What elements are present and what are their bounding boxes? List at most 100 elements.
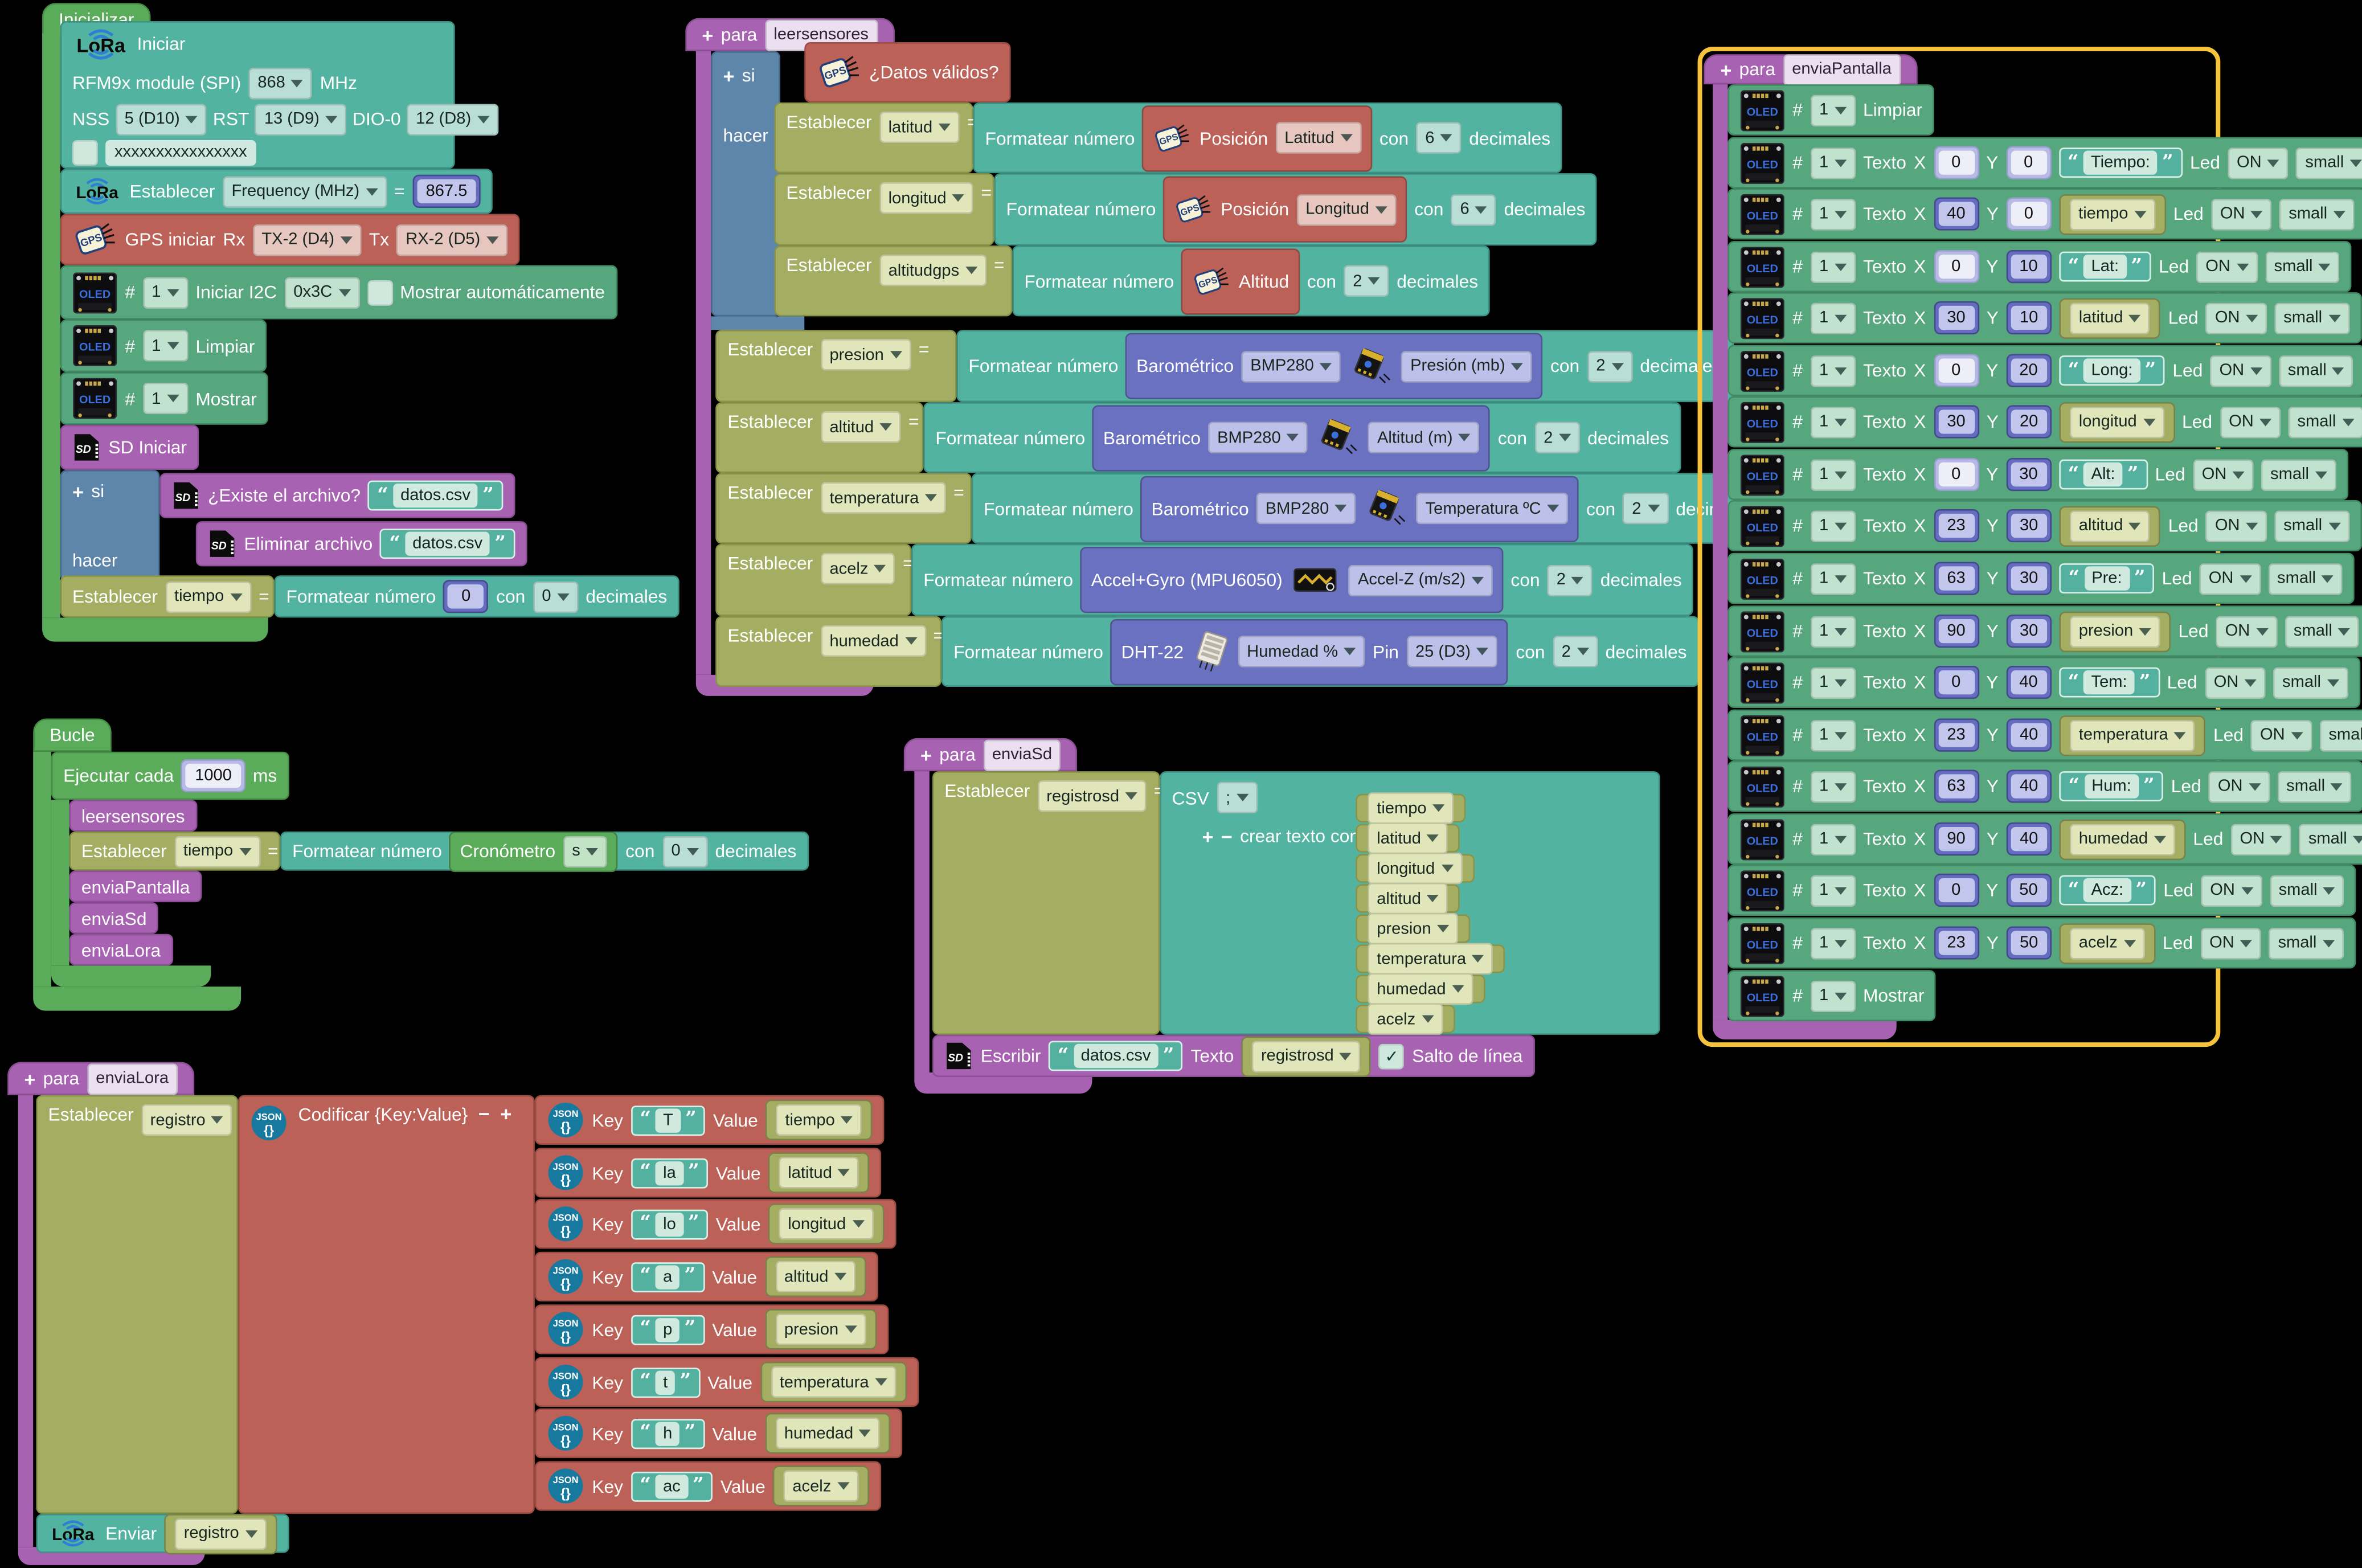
plus-icon[interactable]: +: [72, 480, 84, 503]
variable-dropdown[interactable]: acelz: [2069, 927, 2145, 959]
font-size-dropdown[interactable]: small: [2299, 823, 2362, 855]
oled-number-dropdown[interactable]: 1: [1810, 823, 1856, 855]
json-pair-block[interactable]: JSON{} Key “t” Value temperatura: [534, 1357, 919, 1407]
variable-dropdown[interactable]: temperatura: [1368, 943, 1493, 975]
plus-icon[interactable]: +: [24, 1067, 36, 1090]
oled-text-block[interactable]: OLED #1 Texto X 90 Y 30 presion Led ON small: [1728, 605, 2362, 657]
variable-dropdown[interactable]: tiempo: [776, 1104, 862, 1136]
plus-icon[interactable]: +: [1202, 824, 1214, 848]
pin-dropdown[interactable]: 25 (D3): [1406, 636, 1498, 668]
sensor-value-dropdown[interactable]: Humedad %: [1238, 636, 1365, 668]
sensor-model-dropdown[interactable]: BMP280: [1241, 350, 1341, 382]
oled-text-block[interactable]: OLED #1 Texto X 0 Y 10 “Lat:” Led ON small: [1728, 241, 2352, 293]
variable-block[interactable]: acelz: [2059, 922, 2155, 964]
gps-value-block[interactable]: GPS Posición Latitud: [1142, 104, 1372, 171]
oled-number-dropdown[interactable]: 1: [1810, 94, 1856, 126]
procedure-name-field[interactable]: enviaPantalla: [1783, 53, 1901, 85]
led-dropdown[interactable]: ON: [2201, 874, 2262, 906]
sd-file-exists-block[interactable]: SD ¿Existe el archivo? “datos.csv”: [159, 473, 515, 518]
oled-number-dropdown[interactable]: 1: [142, 382, 189, 415]
variable-block[interactable]: presion: [2059, 611, 2171, 652]
number-field[interactable]: 40: [2006, 769, 2052, 803]
variable-block[interactable]: registrosd: [1241, 1035, 1372, 1076]
oled-number-dropdown[interactable]: 1: [1810, 302, 1856, 334]
oled-text-block[interactable]: OLED #1 Texto X 0 Y 50 “Acz:” Led ON small: [1728, 865, 2357, 916]
led-dropdown[interactable]: ON: [2251, 719, 2312, 751]
oled-text-block[interactable]: OLED #1 Texto X 0 Y 30 “Alt:” Led ON small: [1728, 449, 2348, 501]
variable-dropdown[interactable]: tiempo: [1368, 792, 1454, 824]
json-pair-block[interactable]: JSON{} Key “p” Value presion: [534, 1304, 889, 1354]
led-dropdown[interactable]: ON: [2196, 251, 2258, 283]
lora-send-block[interactable]: LoRa Enviar registro: [36, 1513, 289, 1554]
format-number-block[interactable]: Formatear número Cronómetro s con 0 decimales: [280, 830, 809, 871]
number-field[interactable]: 50: [2006, 926, 2052, 960]
execute-every-block[interactable]: Ejecutar cada 1000 ms: [51, 751, 289, 800]
mpu-sensor-block[interactable]: Accel+Gyro (MPU6050) Accel-Z (m/s2): [1080, 547, 1504, 613]
csv-item-temperatura[interactable]: temperatura: [1356, 943, 1505, 975]
set-tiempo-block[interactable]: Establecer tiempo =: [60, 575, 275, 618]
format-number-block[interactable]: Formatear número GPS Posición Latitud con 6 de…: [973, 102, 1563, 174]
oled-text-block[interactable]: OLED #1 Texto X 40 Y 0 tiempo Led ON small: [1728, 188, 2362, 240]
csv-item-tiempo[interactable]: tiempo: [1356, 792, 1466, 824]
i2c-address-dropdown[interactable]: 0x3C: [284, 276, 359, 308]
font-size-dropdown[interactable]: small: [2296, 146, 2362, 179]
oled-init-block[interactable]: OLED #1 Iniciar I2C 0x3C Mostrar automáticam…: [60, 265, 617, 320]
oled-text-block[interactable]: OLED #1 Texto X 30 Y 20 longitud Led ON small: [1728, 396, 2362, 448]
json-encode-block[interactable]: JSON{} Codificar {Key:Value} − +: [238, 1095, 535, 1514]
oled-text-block[interactable]: OLED #1 Texto X 63 Y 30 “Pre:” Led ON small: [1728, 552, 2355, 604]
variable-block[interactable]: humedad: [2059, 818, 2186, 859]
variable-dropdown[interactable]: presion: [2069, 615, 2160, 647]
led-dropdown[interactable]: ON: [2204, 666, 2266, 698]
stopwatch-block[interactable]: Cronómetro s: [449, 830, 618, 871]
set-longitud-block[interactable]: Establecer longitud =: [774, 173, 994, 246]
plus-icon[interactable]: +: [920, 743, 932, 766]
number-field[interactable]: 23: [1933, 509, 1979, 543]
dropdown[interactable]: registrosd: [1252, 1040, 1361, 1072]
oled-text-block[interactable]: OLED #1 Texto X 30 Y 10 latitud Led ON small: [1728, 292, 2361, 343]
variable-dropdown[interactable]: altitud: [2069, 510, 2151, 542]
autoshow-checkbox[interactable]: [367, 279, 393, 305]
separator-dropdown[interactable]: ;: [1217, 781, 1258, 814]
number-field[interactable]: 63: [1933, 562, 1979, 595]
font-size-dropdown[interactable]: small: [2269, 927, 2344, 959]
hat-enviapantalla[interactable]: + para enviaPantalla: [1704, 53, 1917, 85]
set-humedad-block[interactable]: Establecer humedad =: [715, 616, 944, 687]
set-temperatura-block[interactable]: Establecer temperatura =: [715, 473, 972, 544]
variable-block[interactable]: longitud: [768, 1203, 884, 1244]
number-field[interactable]: 20: [2006, 405, 2052, 439]
variable-block[interactable]: tiempo: [765, 1099, 873, 1141]
call-enviapantalla[interactable]: enviaPantalla: [69, 870, 202, 903]
variable-block[interactable]: latitud: [2059, 297, 2161, 338]
number-field[interactable]: 40: [2006, 718, 2052, 752]
format-number-block[interactable]: Formatear número GPS Altitud con 2 decimales: [1012, 245, 1491, 317]
csv-item-humedad[interactable]: humedad: [1356, 973, 1485, 1005]
frequency-value[interactable]: 867.5: [412, 174, 481, 208]
variable-dropdown[interactable]: acelz: [783, 1470, 858, 1502]
gps-value-block[interactable]: GPS Altitud: [1181, 248, 1300, 314]
font-size-dropdown[interactable]: small: [2278, 354, 2354, 387]
key-input[interactable]: xxxxxxxxxxxxxxxx: [105, 139, 256, 165]
variable-dropdown[interactable]: latitud: [879, 111, 960, 144]
text-string-field[interactable]: “Long:”: [2058, 355, 2165, 386]
hat-enviasd[interactable]: + para enviaSd: [903, 738, 1078, 772]
font-size-dropdown[interactable]: small: [2274, 302, 2349, 334]
plus-icon[interactable]: +: [702, 23, 714, 46]
decimals-dropdown[interactable]: 2: [1623, 492, 1669, 525]
decimals-dropdown[interactable]: 2: [1587, 350, 1633, 382]
oled-number-dropdown[interactable]: 1: [1810, 251, 1856, 283]
variable-block[interactable]: temperatura: [760, 1361, 907, 1403]
variable-dropdown[interactable]: temperatura: [770, 1366, 897, 1398]
text-string-field[interactable]: “Hum:”: [2059, 771, 2164, 801]
oled-number-dropdown[interactable]: 1: [1810, 927, 1856, 959]
decimals-dropdown[interactable]: 2: [1547, 564, 1593, 596]
oled-number-dropdown[interactable]: 1: [1810, 770, 1856, 803]
oled-number-dropdown[interactable]: 1: [1810, 458, 1856, 490]
oled-number-dropdown[interactable]: 1: [142, 330, 189, 362]
key-string-field[interactable]: “a”: [631, 1261, 705, 1292]
variable-dropdown[interactable]: registro: [141, 1104, 233, 1136]
sd-delete-file-block[interactable]: SD Eliminar archivo “datos.csv”: [195, 521, 527, 567]
variable-block[interactable]: temperatura: [2059, 714, 2206, 756]
gps-tx-dropdown[interactable]: RX-2 (D5): [396, 223, 507, 256]
format-number-block[interactable]: Formatear número GPS Posición Longitud con 6 d…: [994, 173, 1598, 246]
